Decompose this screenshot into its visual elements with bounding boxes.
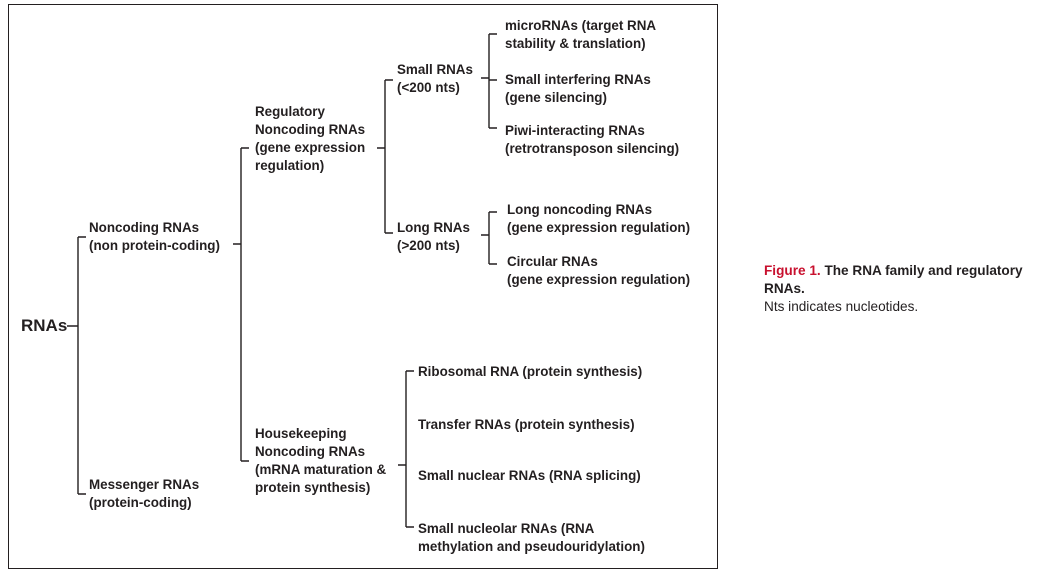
- node-small-rnas: Small RNAs (<200 nts): [397, 62, 473, 95]
- node-rnas: RNAs: [21, 316, 68, 335]
- node-small-nuclear-rnas: Small nuclear RNAs (RNA splicing): [418, 468, 641, 483]
- caption-label: Figure 1.: [764, 263, 821, 278]
- connector-housekeeping: [398, 370, 414, 528]
- node-small-interfering-rnas: Small interfering RNAs (gene silencing): [505, 72, 651, 105]
- connector-regulatory: [377, 79, 393, 234]
- connector-long: [481, 211, 497, 265]
- connector-small: [481, 33, 497, 129]
- node-small-nucleolar-rnas: Small nucleolar RNAs (RNA methylation an…: [418, 521, 645, 554]
- node-housekeeping-noncoding-rnas: Housekeeping Noncoding RNAs (mRNA matura…: [255, 426, 387, 495]
- node-long-noncoding-rnas: Long noncoding RNAs (gene expression reg…: [507, 202, 691, 235]
- figure-frame: [8, 4, 718, 569]
- node-micrornas: microRNAs (target RNA stability & transl…: [505, 18, 657, 51]
- caption-note: Nts indicates nucleotides.: [764, 299, 919, 314]
- caption-title: The RNA family and regulatory RNAs.: [764, 263, 1023, 296]
- node-ribosomal-rna: Ribosomal RNA (protein synthesis): [418, 364, 643, 379]
- node-noncoding-rnas: Noncoding RNAs (non protein-coding): [89, 220, 220, 253]
- node-messenger-rnas: Messenger RNAs (protein-coding): [89, 477, 200, 510]
- connector-noncoding: [233, 147, 249, 462]
- node-piwi-interacting-rnas: Piwi-interacting RNAs (retrotransposon s…: [505, 123, 680, 156]
- node-circular-rnas: Circular RNAs (gene expression regulatio…: [507, 254, 691, 287]
- node-transfer-rnas: Transfer RNAs (protein synthesis): [418, 417, 635, 432]
- figure-caption: Figure 1. The RNA family and regulatory …: [764, 262, 1059, 316]
- node-long-rnas: Long RNAs (>200 nts): [397, 220, 470, 253]
- node-regulatory-noncoding-rnas: Regulatory Noncoding RNAs (gene expressi…: [255, 104, 366, 173]
- connector-root: [67, 236, 86, 495]
